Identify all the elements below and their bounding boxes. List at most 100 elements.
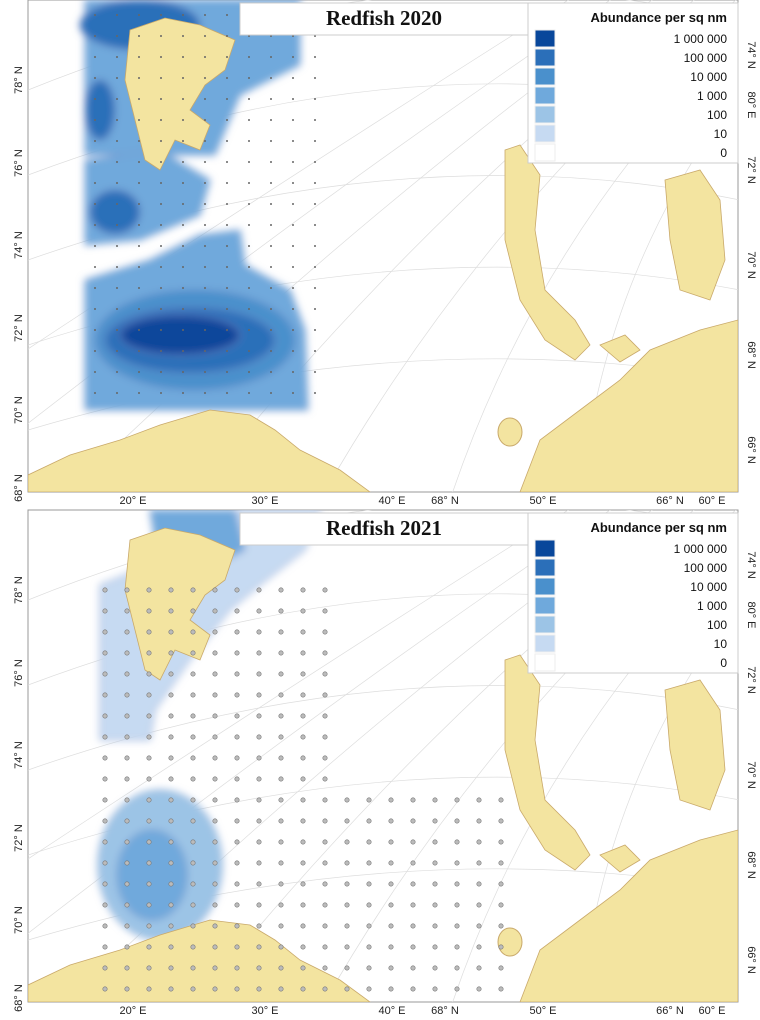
map-title: Redfish 2021 [326, 516, 442, 540]
station [124, 965, 130, 971]
station [212, 734, 218, 740]
station [454, 860, 460, 866]
legend-swatch [534, 596, 556, 615]
bottom-label: 30° E [251, 495, 278, 507]
station [138, 77, 140, 79]
station [322, 734, 328, 740]
legend-title: Abundance per sq nm [590, 10, 727, 25]
station [116, 119, 118, 121]
station [410, 797, 416, 803]
station [204, 224, 206, 226]
station [300, 986, 306, 992]
station [182, 35, 184, 37]
land [519, 829, 738, 1002]
station [256, 755, 262, 761]
station [226, 245, 228, 247]
station [476, 860, 482, 866]
station [94, 224, 96, 226]
station [182, 203, 184, 205]
station [182, 161, 184, 163]
station [314, 140, 316, 142]
station [292, 224, 294, 226]
station [234, 734, 240, 740]
station [270, 119, 272, 121]
station [102, 587, 108, 593]
legend-box [527, 512, 739, 674]
station [160, 392, 162, 394]
station [248, 350, 250, 352]
station [300, 629, 306, 635]
station [476, 965, 482, 971]
legend-label: 100 000 [684, 561, 728, 575]
latitude-label: 72° N [13, 824, 25, 852]
legend-swatch [534, 124, 556, 143]
station [204, 245, 206, 247]
station [190, 629, 196, 635]
station [182, 287, 184, 289]
station [476, 923, 482, 929]
right-label: 80° E [745, 601, 757, 628]
station [138, 308, 140, 310]
station [138, 350, 140, 352]
legend-label: 1 000 [697, 89, 727, 103]
station [124, 986, 130, 992]
station [102, 692, 108, 698]
land [599, 334, 641, 363]
station [190, 797, 196, 803]
legend-label: 1 000 [697, 599, 727, 613]
station [116, 371, 118, 373]
station [498, 944, 504, 950]
station [94, 392, 96, 394]
station [344, 818, 350, 824]
station [190, 776, 196, 782]
station [124, 608, 130, 614]
land [519, 319, 738, 492]
bottom-label: 60° E [698, 1005, 725, 1017]
station [146, 734, 152, 740]
station [168, 986, 174, 992]
station [182, 56, 184, 58]
station [116, 161, 118, 163]
station [388, 881, 394, 887]
station [432, 986, 438, 992]
station [116, 182, 118, 184]
station [138, 56, 140, 58]
station [102, 923, 108, 929]
station [182, 182, 184, 184]
station [278, 965, 284, 971]
station [116, 350, 118, 352]
legend-swatch [534, 615, 556, 634]
land [28, 409, 371, 492]
station [168, 734, 174, 740]
station [204, 119, 206, 121]
station [292, 161, 294, 163]
right-label: 74° N [745, 41, 757, 69]
station [248, 98, 250, 100]
station [94, 245, 96, 247]
station [388, 797, 394, 803]
station [248, 371, 250, 373]
station [212, 902, 218, 908]
station [168, 839, 174, 845]
station [454, 797, 460, 803]
land [497, 417, 523, 447]
station [454, 902, 460, 908]
station [138, 119, 140, 121]
station [212, 755, 218, 761]
bottom-label: 66° N [656, 495, 684, 507]
station [204, 182, 206, 184]
station [432, 965, 438, 971]
station [234, 755, 240, 761]
station [292, 182, 294, 184]
station [498, 797, 504, 803]
station [278, 776, 284, 782]
station [226, 98, 228, 100]
station [204, 266, 206, 268]
station [314, 182, 316, 184]
station [190, 755, 196, 761]
station [204, 350, 206, 352]
station [454, 818, 460, 824]
station [314, 350, 316, 352]
station [146, 860, 152, 866]
station [248, 203, 250, 205]
